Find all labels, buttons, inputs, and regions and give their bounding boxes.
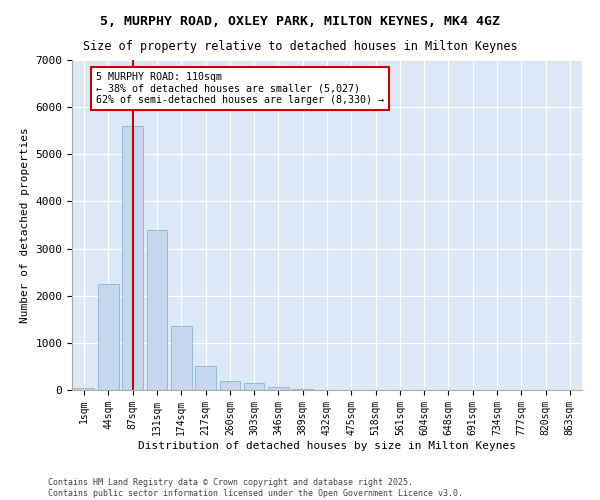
- Bar: [195, 366, 216, 390]
- Text: Contains HM Land Registry data © Crown copyright and database right 2025.
Contai: Contains HM Land Registry data © Crown c…: [48, 478, 463, 498]
- Bar: [98, 284, 119, 390]
- Bar: [122, 126, 143, 390]
- Y-axis label: Number of detached properties: Number of detached properties: [20, 127, 30, 323]
- Bar: [292, 389, 313, 390]
- X-axis label: Distribution of detached houses by size in Milton Keynes: Distribution of detached houses by size …: [138, 440, 516, 450]
- Text: 5 MURPHY ROAD: 110sqm
← 38% of detached houses are smaller (5,027)
62% of semi-d: 5 MURPHY ROAD: 110sqm ← 38% of detached …: [96, 72, 384, 105]
- Bar: [74, 388, 94, 390]
- Bar: [220, 380, 240, 390]
- Bar: [146, 230, 167, 390]
- Bar: [244, 383, 265, 390]
- Bar: [268, 386, 289, 390]
- Text: 5, MURPHY ROAD, OXLEY PARK, MILTON KEYNES, MK4 4GZ: 5, MURPHY ROAD, OXLEY PARK, MILTON KEYNE…: [100, 15, 500, 28]
- Text: Size of property relative to detached houses in Milton Keynes: Size of property relative to detached ho…: [83, 40, 517, 53]
- Bar: [171, 326, 191, 390]
